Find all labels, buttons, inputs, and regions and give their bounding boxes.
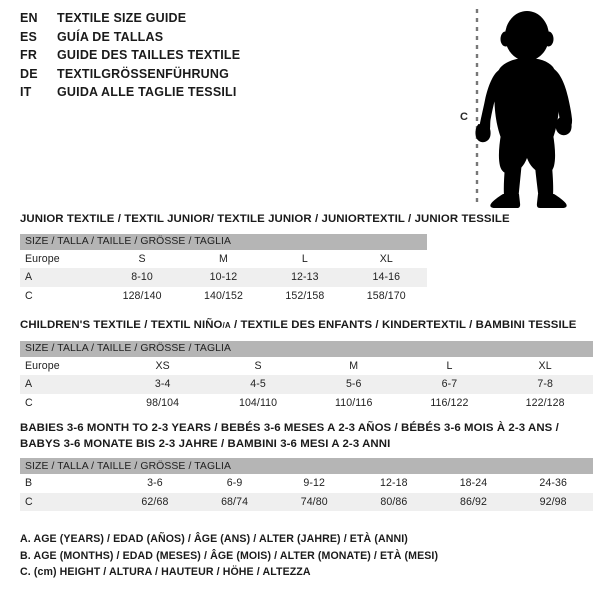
row-label: C (20, 492, 116, 511)
cell: 4-5 (210, 375, 306, 394)
cell: 74/80 (274, 492, 355, 511)
cell: M (305, 356, 402, 375)
language-header-block: EN TEXTILE SIZE GUIDE ES GUÍA DE TALLAS … (20, 11, 420, 104)
section-title-part: CHILDREN'S TEXTILE / TEXTIL NIÑO (20, 319, 223, 331)
legend-block: A. AGE (YEARS) / EDAD (AÑOS) / ÂGE (ANS)… (20, 531, 438, 581)
table-band-row: SIZE / TALLA / TAILLE / GRÖSSE / TAGLIA (20, 458, 593, 474)
measurement-figure: C (455, 6, 595, 211)
cell: XS (115, 356, 211, 375)
language-title: TEXTILGRÖSSENFÜHRUNG (57, 66, 230, 81)
legend-item-c: C. (cm) HEIGHT / ALTURA / HAUTEUR / HÖHE… (20, 566, 311, 578)
cell: 80/86 (354, 492, 434, 511)
legend-item-a: A. AGE (YEARS) / EDAD (AÑOS) / ÂGE (ANS)… (20, 533, 408, 545)
cell: 10-12 (182, 268, 265, 287)
section-title: JUNIOR TEXTILE / TEXTIL JUNIOR/ TEXTILE … (20, 213, 510, 225)
cell: S (101, 249, 183, 268)
cell: 7-8 (497, 375, 593, 394)
table-row: A 8-10 10-12 12-13 14-16 (20, 268, 427, 287)
language-row: FR GUIDE DES TAILLES TEXTILE (20, 48, 420, 67)
cell: 6-9 (194, 474, 275, 493)
row-label: A (20, 268, 102, 287)
cell: 128/140 (101, 286, 183, 305)
language-code: FR (20, 48, 38, 63)
language-row: EN TEXTILE SIZE GUIDE (20, 11, 420, 30)
row-label: C (20, 393, 116, 412)
row-label: B (20, 474, 116, 493)
band-label: SIZE / TALLA / TAILLE / GRÖSSE / TAGLIA (20, 340, 593, 357)
cell: L (401, 356, 498, 375)
cell: 98/104 (115, 393, 211, 412)
junior-size-table: SIZE / TALLA / TAILLE / GRÖSSE / TAGLIA … (20, 233, 427, 305)
table-row: B 3-6 6-9 9-12 12-18 18-24 24-36 (20, 474, 593, 493)
cell: 140/152 (182, 286, 265, 305)
cell: 86/92 (433, 492, 514, 511)
cell: 18-24 (433, 474, 514, 493)
cell: M (182, 249, 265, 268)
cell: 14-16 (345, 268, 427, 287)
section-junior-textile: JUNIOR TEXTILE / TEXTIL JUNIOR/ TEXTILE … (20, 212, 510, 305)
cell: 9-12 (274, 474, 355, 493)
cell: S (210, 356, 306, 375)
section-childrens-textile: CHILDREN'S TEXTILE / TEXTIL NIÑO/A / TEX… (20, 318, 593, 412)
cell: 12-18 (354, 474, 434, 493)
band-label: SIZE / TALLA / TAILLE / GRÖSSE / TAGLIA (20, 458, 593, 474)
table-row: Europe XS S M L XL (20, 356, 593, 375)
cell: 122/128 (497, 393, 593, 412)
babies-size-table: SIZE / TALLA / TAILLE / GRÖSSE / TAGLIA … (20, 458, 593, 511)
language-code: IT (20, 85, 32, 100)
row-label: Europe (20, 249, 102, 268)
table-row: C 128/140 140/152 152/158 158/170 (20, 286, 427, 305)
cell: 68/74 (194, 492, 275, 511)
row-label: C (20, 286, 102, 305)
cell: 8-10 (101, 268, 183, 287)
table-row: C 98/104 104/110 110/116 116/122 122/128 (20, 393, 593, 412)
cell: 5-6 (305, 375, 402, 394)
cell: XL (345, 249, 427, 268)
language-title: GUÍA DE TALLAS (57, 29, 164, 44)
language-code: DE (20, 66, 38, 81)
row-label: Europe (20, 356, 116, 375)
children-size-table: SIZE / TALLA / TAILLE / GRÖSSE / TAGLIA … (20, 340, 593, 412)
language-row: ES GUÍA DE TALLAS (20, 30, 420, 49)
language-code: ES (20, 29, 38, 44)
cell: 104/110 (210, 393, 306, 412)
cell: 152/158 (264, 286, 346, 305)
cell: 92/98 (513, 492, 593, 511)
cell: 158/170 (345, 286, 427, 305)
cell: 62/68 (115, 492, 195, 511)
section-title-line1: BABIES 3-6 MONTH TO 2-3 YEARS / BEBÉS 3-… (20, 422, 559, 434)
cell: 116/122 (401, 393, 498, 412)
cell: 3-6 (115, 474, 195, 493)
cell: 6-7 (401, 375, 498, 394)
section-babies-textile: BABIES 3-6 MONTH TO 2-3 YEARS / BEBÉS 3-… (20, 421, 593, 511)
section-title-part: / TEXTILE DES ENFANTS / KINDERTEXTIL / B… (230, 319, 577, 331)
band-label: SIZE / TALLA / TAILLE / GRÖSSE / TAGLIA (20, 233, 427, 250)
table-row: Europe S M L XL (20, 249, 427, 268)
cell: L (264, 249, 346, 268)
section-title: CHILDREN'S TEXTILE / TEXTIL NIÑO/A / TEX… (20, 318, 593, 334)
table-band-row: SIZE / TALLA / TAILLE / GRÖSSE / TAGLIA (20, 340, 593, 357)
section-title-line2: BABYS 3-6 MONATE BIS 2-3 JAHRE / BAMBINI… (20, 437, 391, 450)
cell: 110/116 (305, 393, 402, 412)
table-row: A 3-4 4-5 5-6 6-7 7-8 (20, 375, 593, 394)
cell: XL (497, 356, 593, 375)
row-label: A (20, 375, 116, 394)
cell: 12-13 (264, 268, 346, 287)
section-title-sub: /A (222, 321, 231, 330)
language-title: TEXTILE SIZE GUIDE (57, 11, 187, 25)
cell: 3-4 (115, 375, 211, 394)
cell: 24-36 (513, 474, 593, 493)
legend-item-b: B. AGE (MONTHS) / EDAD (MESES) / ÂGE (MO… (20, 549, 439, 562)
language-row: DE TEXTILGRÖSSENFÜHRUNG (20, 67, 420, 86)
table-band-row: SIZE / TALLA / TAILLE / GRÖSSE / TAGLIA (20, 233, 427, 250)
silhouette-body (475, 11, 573, 208)
table-row: C 62/68 68/74 74/80 80/86 86/92 92/98 (20, 492, 593, 511)
language-title: GUIDE DES TAILLES TEXTILE (57, 48, 241, 63)
height-measure-label: C (460, 111, 468, 123)
language-title: GUIDA ALLE TAGLIE TESSILI (57, 85, 237, 100)
language-row: IT GUIDA ALLE TAGLIE TESSILI (20, 85, 420, 104)
language-code: EN (20, 11, 38, 25)
child-silhouette-icon (475, 9, 573, 208)
